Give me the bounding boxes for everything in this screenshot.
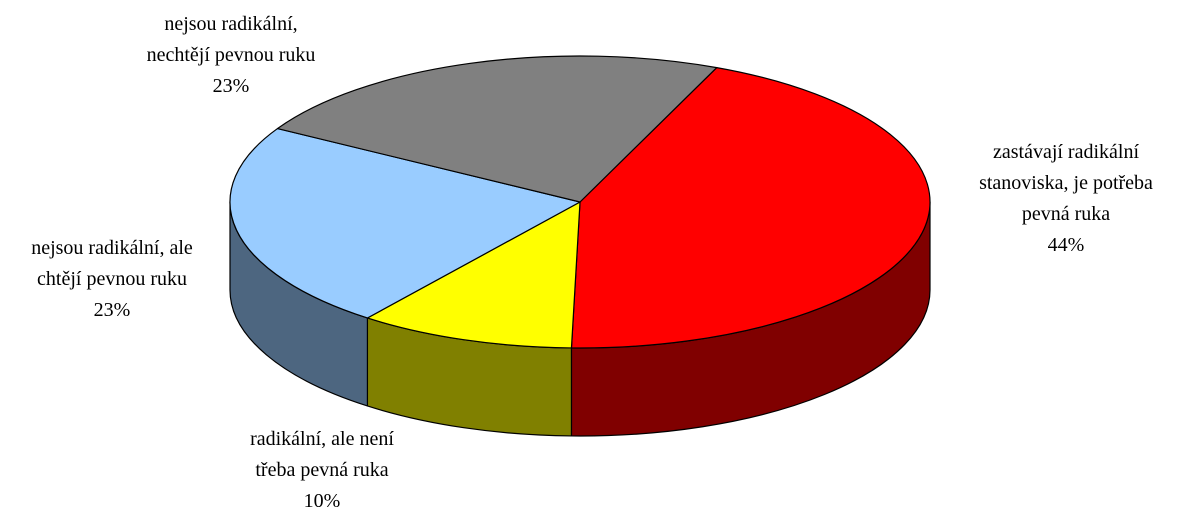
slice-percent-4: 23%: [213, 75, 250, 97]
slice-label-line: zastávají radikální: [993, 141, 1139, 163]
slice-label-line: nejsou radikální, ale: [31, 237, 193, 259]
slice-label-4: nejsou radikální, nechtějí pevnou ruku 23%: [147, 13, 316, 97]
slice-label-line: chtějí pevnou ruku: [37, 268, 187, 290]
slice-label-2: radikální, ale není třeba pevná ruka 10%: [250, 428, 394, 512]
slice-label-3: nejsou radikální, ale chtějí pevnou ruku 2…: [31, 237, 193, 321]
pie-slice-1: [570, 67, 931, 349]
pie-top-faces: [229, 55, 931, 349]
slice-label-1: zastávají radikální stanoviska, je potřeb…: [979, 141, 1153, 256]
slice-label-line: nejsou radikální,: [164, 13, 297, 35]
slice-label-line: stanoviska, je potřeba: [979, 172, 1153, 194]
slice-label-line: radikální, ale není: [250, 428, 394, 450]
pie-slice-4: [276, 55, 718, 203]
pie-labels: zastávají radikální stanoviska, je potřeb…: [31, 13, 1153, 512]
slice-label-line: nechtějí pevnou ruku: [147, 44, 316, 66]
slice-percent-2: 10%: [304, 490, 341, 512]
slice-percent-3: 23%: [94, 299, 131, 321]
slice-label-line: pevná ruka: [1022, 203, 1110, 225]
slice-percent-1: 44%: [1048, 234, 1085, 256]
pie-slice-2: [366, 201, 581, 349]
slice-label-line: třeba pevná ruka: [255, 459, 388, 481]
pie-slice-3: [229, 127, 581, 319]
